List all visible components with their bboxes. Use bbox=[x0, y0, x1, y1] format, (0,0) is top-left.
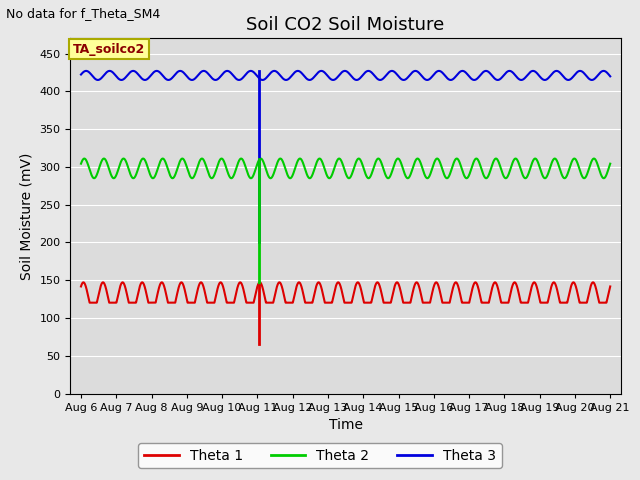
Theta 1 bbox=[280, 294, 288, 300]
Theta 2 bbox=[169, 175, 177, 181]
Theta 1 bbox=[606, 284, 614, 289]
Theta 3 bbox=[596, 70, 604, 75]
Line: Theta 3: Theta 3 bbox=[81, 71, 610, 80]
Line: Theta 2: Theta 2 bbox=[81, 158, 610, 178]
Theta 1 bbox=[169, 300, 177, 306]
Theta 2 bbox=[138, 157, 145, 163]
Text: No data for f_Theta_SM4: No data for f_Theta_SM4 bbox=[6, 7, 161, 20]
Theta 3 bbox=[169, 74, 177, 80]
Theta 1 bbox=[86, 300, 93, 306]
Theta 2 bbox=[606, 161, 614, 167]
Theta 1 bbox=[177, 279, 185, 285]
Theta 3 bbox=[303, 76, 311, 82]
Theta 2 bbox=[596, 169, 604, 175]
Theta 1 bbox=[303, 300, 311, 306]
Theta 1 bbox=[138, 280, 145, 286]
Theta 3 bbox=[606, 73, 614, 79]
Text: TA_soilco2: TA_soilco2 bbox=[73, 43, 145, 56]
Legend: Theta 1, Theta 2, Theta 3: Theta 1, Theta 2, Theta 3 bbox=[138, 443, 502, 468]
Theta 3 bbox=[280, 76, 288, 82]
Theta 3 bbox=[540, 77, 547, 83]
Theta 2 bbox=[540, 174, 547, 180]
Theta 2 bbox=[100, 156, 108, 161]
Theta 1 bbox=[596, 300, 604, 306]
Line: Theta 1: Theta 1 bbox=[81, 282, 610, 303]
Theta 3 bbox=[482, 68, 490, 74]
Theta 2 bbox=[280, 163, 288, 168]
Theta 2 bbox=[77, 161, 85, 167]
Theta 1 bbox=[77, 284, 85, 289]
Y-axis label: Soil Moisture (mV): Soil Moisture (mV) bbox=[20, 152, 34, 280]
Theta 3 bbox=[77, 72, 85, 77]
Theta 1 bbox=[540, 300, 547, 306]
Theta 3 bbox=[118, 77, 125, 83]
Theta 3 bbox=[138, 75, 145, 81]
X-axis label: Time: Time bbox=[328, 418, 363, 432]
Theta 2 bbox=[303, 172, 311, 178]
Title: Soil CO2 Soil Moisture: Soil CO2 Soil Moisture bbox=[246, 16, 445, 34]
Theta 2 bbox=[227, 175, 235, 181]
